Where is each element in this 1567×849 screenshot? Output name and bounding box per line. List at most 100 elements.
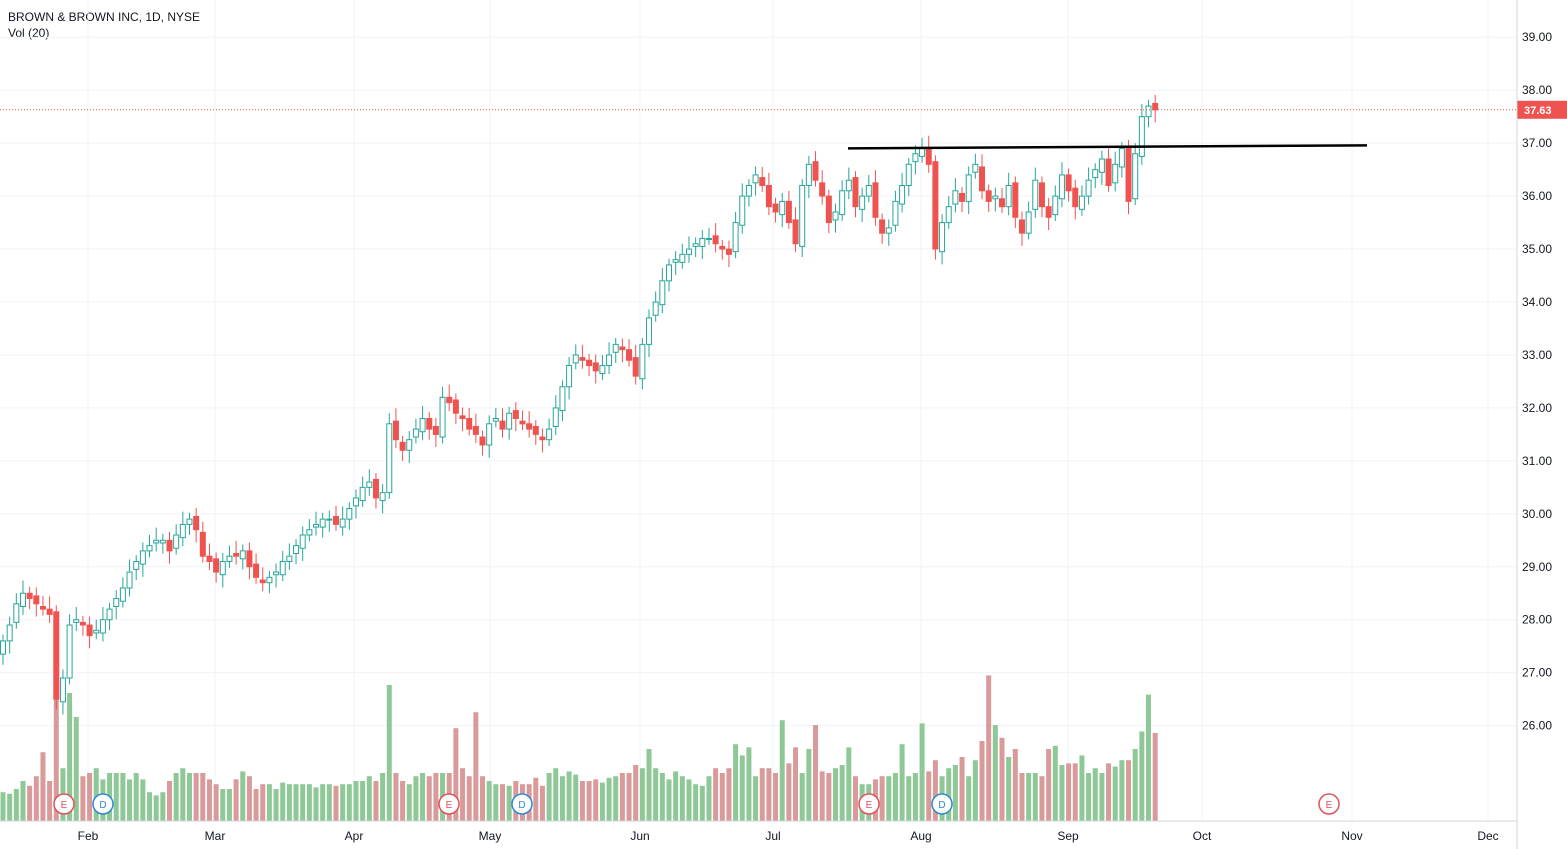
candle-body (1052, 195, 1059, 216)
volume-bar (586, 781, 592, 821)
candle-body (719, 245, 726, 250)
volume-bar (926, 771, 932, 821)
candle-body (745, 185, 752, 197)
volume-bar (992, 725, 998, 821)
candle-body (539, 436, 546, 441)
candle-body (299, 534, 306, 549)
candle-body (1112, 163, 1119, 184)
volume-bar (706, 776, 712, 821)
resistance-line (847, 144, 1368, 150)
candle-body (959, 192, 966, 202)
candle-body (825, 195, 832, 224)
candle-body (1018, 219, 1025, 234)
candle-body (133, 560, 140, 570)
volume-bar (1139, 731, 1145, 821)
y-tick-label: 33.00 (1522, 348, 1552, 362)
volume-bar (0, 792, 6, 821)
candle-body (985, 190, 992, 202)
volume-bar (260, 784, 266, 821)
grid-lines (0, 0, 1517, 821)
candle-body (93, 629, 100, 634)
volume-bar (246, 776, 252, 821)
candle-body (492, 418, 499, 422)
volume-bar (986, 675, 992, 821)
volume-bar (1146, 694, 1152, 821)
volume-bar (899, 744, 905, 821)
volume-bar (533, 777, 539, 821)
candle-body (1078, 195, 1085, 210)
candle-body (606, 354, 613, 367)
candle-body (406, 439, 413, 451)
volume-bar (826, 773, 832, 821)
volume-bar (420, 773, 426, 821)
candle-body (1152, 102, 1159, 111)
volume-bar (639, 768, 645, 821)
dividend-marker (92, 793, 114, 815)
volume-bar (380, 773, 386, 821)
candle-body (446, 396, 453, 404)
candle-body (779, 200, 786, 216)
candle-body (879, 219, 886, 234)
candle-body (685, 248, 692, 255)
candle-body (226, 555, 233, 562)
volume-bar (959, 757, 965, 821)
volume-bar (852, 776, 858, 821)
volume-bar (593, 779, 599, 821)
candle-body (945, 206, 952, 224)
candle-body (113, 598, 120, 607)
volume-bar (753, 776, 759, 821)
volume-bar (286, 784, 292, 821)
volume-bar (400, 781, 406, 821)
volume-bar (912, 773, 918, 821)
candle-body (146, 545, 153, 552)
volume-bar (599, 782, 605, 821)
volume-bar (147, 792, 153, 821)
volume-bar (93, 768, 99, 821)
candle-body (499, 420, 506, 430)
candle-body (979, 166, 986, 192)
candle-body (466, 418, 473, 430)
earnings-marker (1318, 793, 1340, 815)
x-tick-label: Aug (910, 829, 931, 843)
candle-body (526, 423, 533, 430)
candle-body (692, 243, 699, 247)
candle-body (792, 219, 799, 245)
candle-body (206, 555, 213, 562)
volume-bar (413, 776, 419, 821)
volume-bar (320, 784, 326, 821)
volume-bar (466, 776, 472, 821)
volume-bar (233, 779, 239, 821)
candle-body (679, 253, 686, 263)
volume-bar (140, 779, 146, 821)
volume-bar (633, 765, 639, 821)
candle-body (273, 571, 280, 576)
candle-body (139, 550, 146, 565)
x-tick-label: Oct (1193, 829, 1212, 843)
x-tick-label: Apr (345, 829, 364, 843)
candle-body (293, 545, 300, 555)
volume-bar (180, 768, 186, 821)
candle-body (1125, 147, 1132, 202)
candle-body (26, 592, 33, 600)
volume-bar (579, 781, 585, 821)
candle-body (785, 200, 792, 224)
volume-bar (733, 744, 739, 821)
candle-body (799, 185, 806, 247)
candle-body (999, 198, 1005, 208)
volume-bar (486, 781, 492, 821)
candle-body (213, 558, 220, 573)
volume-bar (346, 784, 352, 821)
candle-body (19, 592, 26, 607)
marker-label: E (446, 800, 453, 811)
volume-bar (220, 789, 226, 821)
volume-bar (1046, 749, 1052, 821)
volume-bar (713, 768, 719, 821)
dividend-marker (931, 793, 953, 815)
volume-bar (406, 784, 412, 821)
y-tick-label: 27.00 (1522, 666, 1552, 680)
candle-body (306, 529, 313, 536)
x-tick-label: Feb (78, 829, 99, 843)
candle-body (419, 418, 426, 433)
